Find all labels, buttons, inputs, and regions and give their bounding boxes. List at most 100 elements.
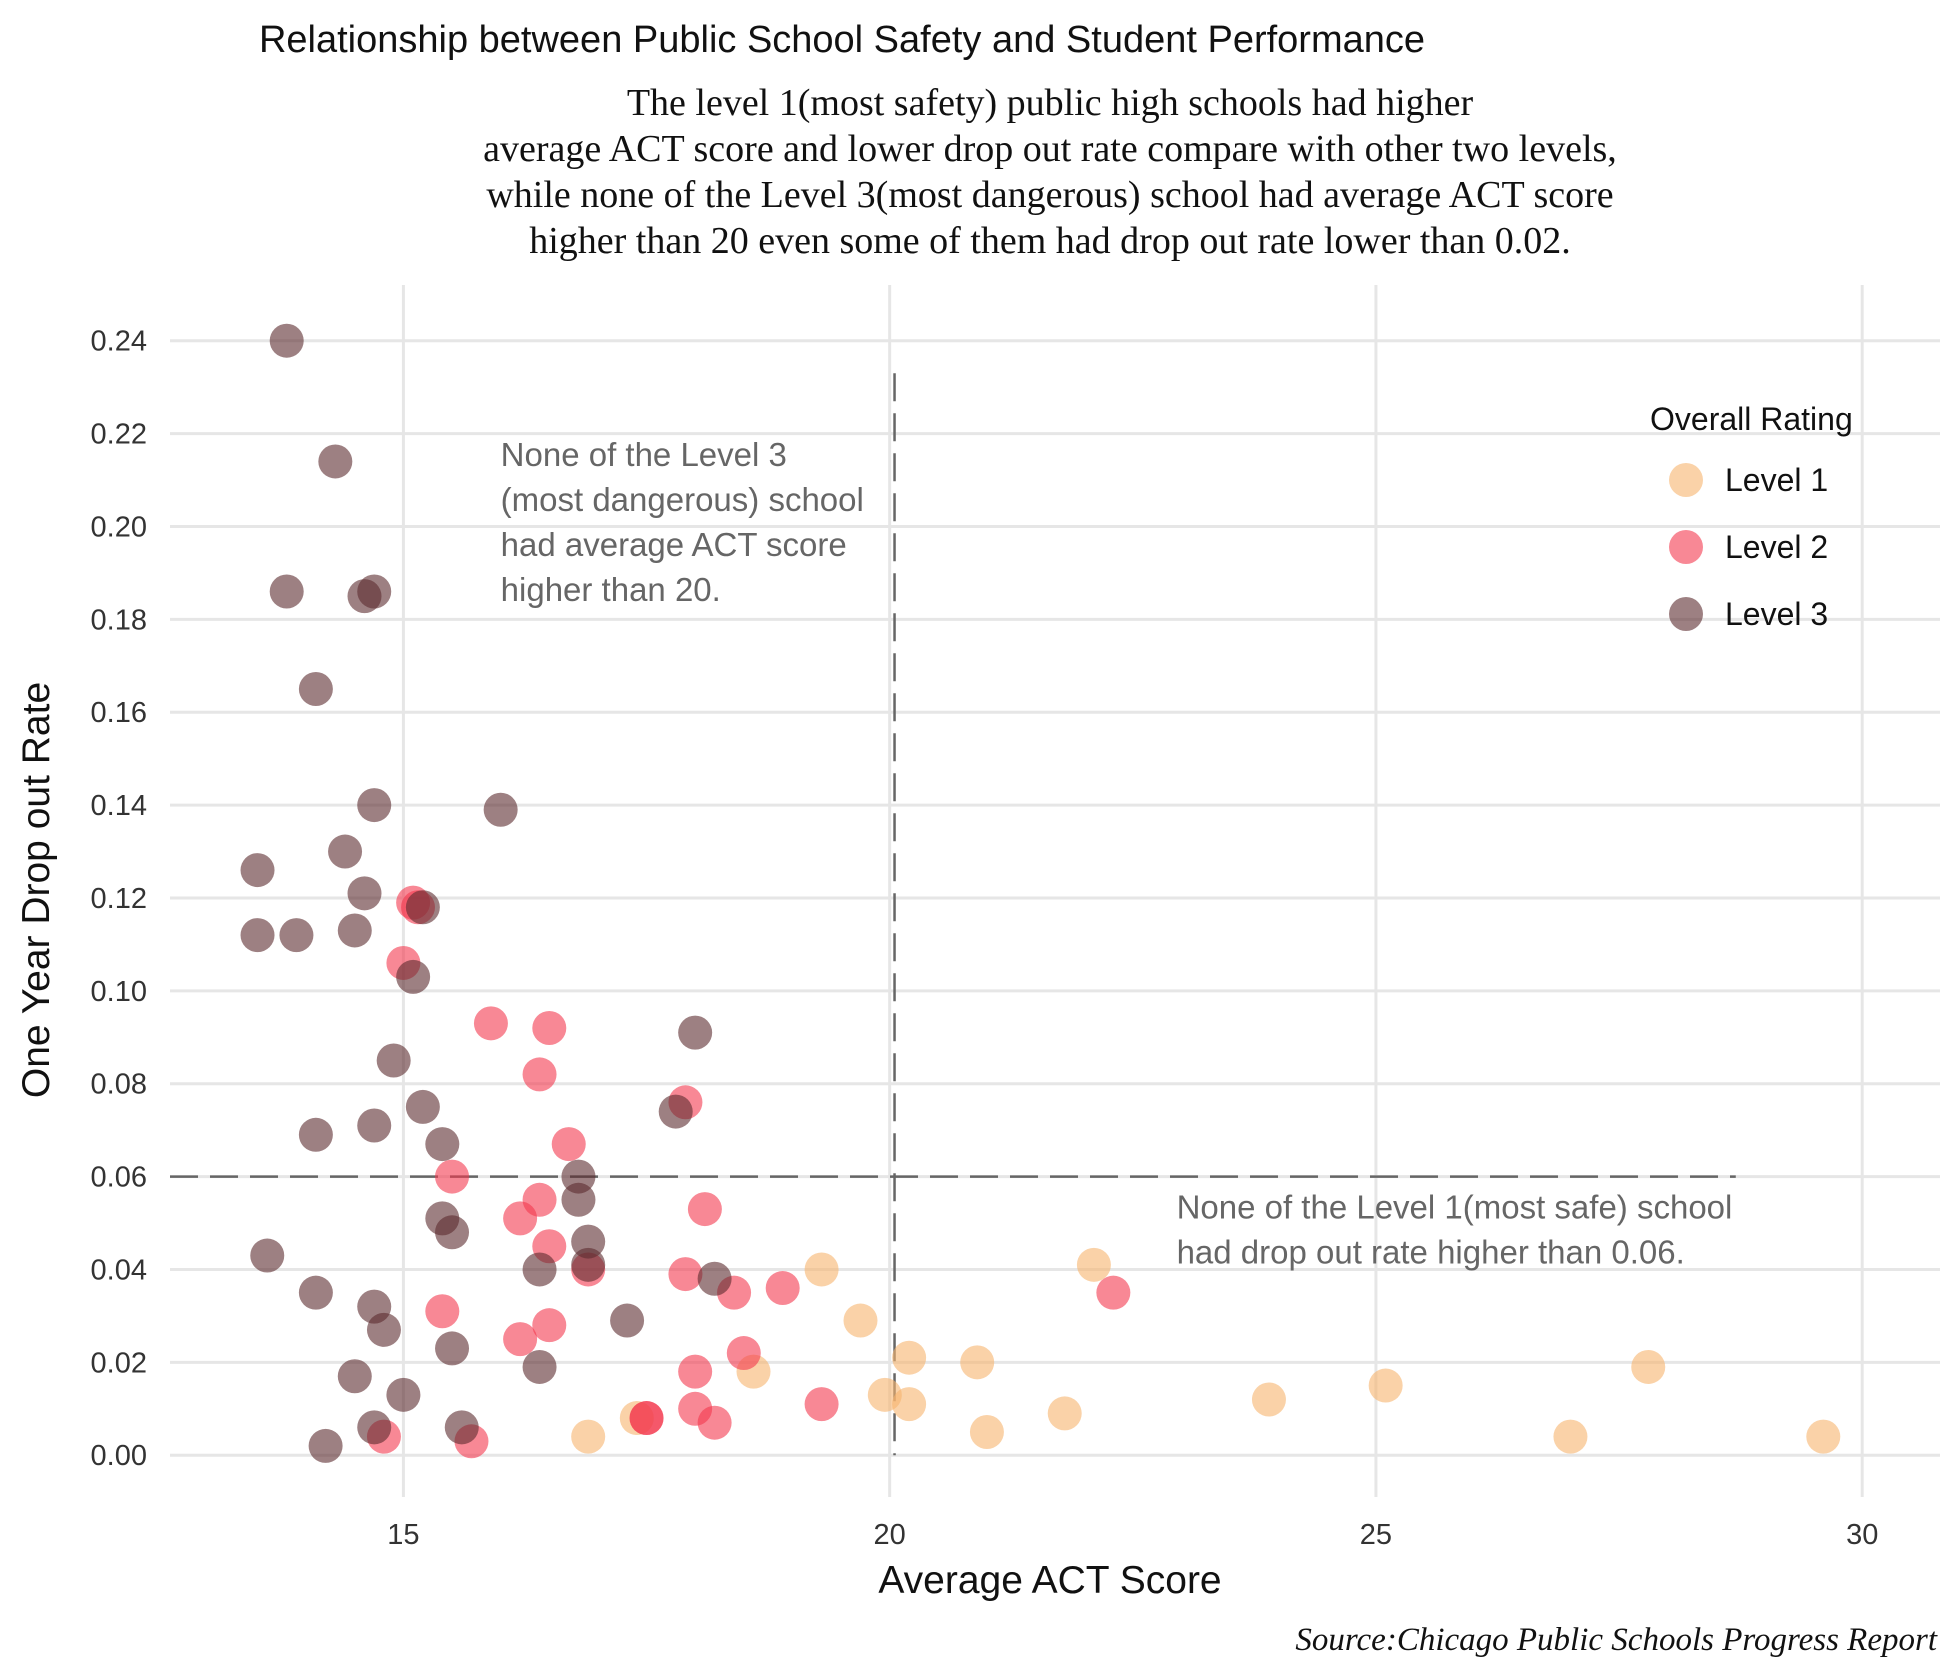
subtitle-line: higher than 20 even some of them had dro… [529, 220, 1571, 262]
annotation-line: had drop out rate higher than 0.06. [1177, 1233, 1685, 1270]
point-level-2 [473, 1006, 508, 1041]
point-level-3 [483, 792, 518, 827]
annotations: None of the Level 3 (most dangerous) scho… [501, 436, 1733, 1270]
point-level-3 [571, 1247, 606, 1282]
point-level-3 [658, 1094, 693, 1129]
y-tick-label: 0.04 [91, 1254, 147, 1286]
y-tick-label: 0.12 [91, 883, 147, 915]
point-level-2 [503, 1322, 538, 1357]
point-level-3 [298, 1117, 333, 1152]
point-level-2 [629, 1401, 664, 1436]
point-level-3 [376, 1043, 411, 1078]
source-note: Source:Chicago Public Schools Progress R… [1295, 1622, 1937, 1658]
point-level-3 [357, 574, 392, 609]
point-level-2 [765, 1271, 800, 1306]
point-level-2 [522, 1182, 557, 1217]
point-level-1 [1251, 1382, 1286, 1417]
point-level-3 [308, 1428, 343, 1463]
point-level-3 [279, 918, 314, 953]
point-level-2 [1096, 1275, 1131, 1310]
point-level-3 [357, 1410, 392, 1445]
y-tick-label: 0.08 [91, 1069, 147, 1101]
point-level-3 [697, 1261, 732, 1296]
point-level-1 [1631, 1349, 1666, 1384]
x-axis-label: Average ACT Score [878, 1559, 1221, 1602]
point-level-3 [347, 876, 382, 911]
point-level-3 [561, 1182, 596, 1217]
point-level-2 [551, 1127, 586, 1162]
point-level-3 [522, 1252, 557, 1287]
point-level-3 [240, 853, 275, 888]
point-level-3 [357, 788, 392, 823]
point-level-3 [425, 1127, 460, 1162]
data-points [240, 323, 1841, 1463]
point-level-1 [1553, 1419, 1588, 1454]
annotation-line: had average ACT score [501, 526, 847, 563]
point-level-3 [405, 890, 440, 925]
y-tick-label: 0.00 [91, 1440, 147, 1472]
point-level-1 [867, 1377, 902, 1412]
y-tick-label: 0.10 [91, 976, 147, 1008]
y-tick-label: 0.14 [91, 790, 147, 822]
y-tick-label: 0.02 [91, 1347, 147, 1379]
legend-label-level-2: Level 2 [1725, 529, 1828, 565]
point-level-2 [668, 1257, 703, 1292]
x-axis-ticks: 15 20 25 30 [387, 1519, 1878, 1551]
y-tick-label: 0.18 [91, 604, 147, 636]
annotation-line: higher than 20. [501, 571, 721, 608]
point-level-3 [318, 444, 353, 479]
point-level-1 [969, 1414, 1004, 1449]
subtitle-line: The level 1(most safety) public high sch… [627, 82, 1474, 124]
subtitle-line: while none of the Level 3(most dangerous… [486, 174, 1613, 216]
legend-items: Level 1 Level 2 Level 3 [1669, 462, 1828, 632]
point-level-2 [726, 1336, 761, 1371]
y-tick-label: 0.06 [91, 1162, 147, 1194]
y-axis-label: One Year Drop out Rate [15, 682, 58, 1098]
point-level-1 [1806, 1419, 1841, 1454]
legend-key-level-3 [1669, 597, 1703, 631]
x-tick-label: 15 [387, 1519, 419, 1551]
point-level-1 [571, 1419, 606, 1454]
x-tick-label: 20 [874, 1519, 906, 1551]
point-level-1 [843, 1303, 878, 1338]
point-level-3 [328, 834, 363, 869]
point-level-3 [269, 574, 304, 609]
chart-title: Relationship between Public School Safet… [259, 19, 1425, 61]
point-level-2 [687, 1192, 722, 1227]
point-level-3 [337, 1359, 372, 1394]
point-level-2 [532, 1010, 567, 1045]
point-level-2 [678, 1354, 713, 1389]
point-level-3 [298, 1275, 333, 1310]
point-level-1 [892, 1340, 927, 1375]
y-tick-label: 0.22 [91, 419, 147, 451]
point-level-3 [444, 1410, 479, 1445]
point-level-3 [522, 1349, 557, 1384]
point-level-3 [435, 1331, 470, 1366]
y-tick-label: 0.20 [91, 511, 147, 543]
annotation-line: None of the Level 1(most safe) school [1177, 1188, 1733, 1225]
legend-key-level-1 [1669, 463, 1703, 497]
point-level-2 [532, 1308, 567, 1343]
point-level-3 [269, 323, 304, 358]
point-level-1 [960, 1345, 995, 1380]
x-tick-label: 30 [1846, 1519, 1878, 1551]
point-level-3 [357, 1108, 392, 1143]
point-level-3 [386, 1377, 421, 1412]
point-level-2 [522, 1057, 557, 1092]
chart-subtitle: The level 1(most safety) public high sch… [483, 82, 1617, 262]
point-level-3 [610, 1303, 645, 1338]
point-level-1 [804, 1252, 839, 1287]
legend-title: Overall Rating [1650, 401, 1853, 437]
legend-key-level-2 [1669, 530, 1703, 564]
y-tick-label: 0.16 [91, 697, 147, 729]
point-level-3 [678, 1015, 713, 1050]
point-level-3 [435, 1215, 470, 1250]
x-tick-label: 25 [1360, 1519, 1392, 1551]
point-level-3 [405, 1089, 440, 1124]
y-tick-label: 0.24 [91, 326, 147, 358]
point-level-1 [1047, 1396, 1082, 1431]
point-level-1 [1076, 1247, 1111, 1282]
point-level-3 [250, 1238, 285, 1273]
point-level-2 [804, 1387, 839, 1422]
